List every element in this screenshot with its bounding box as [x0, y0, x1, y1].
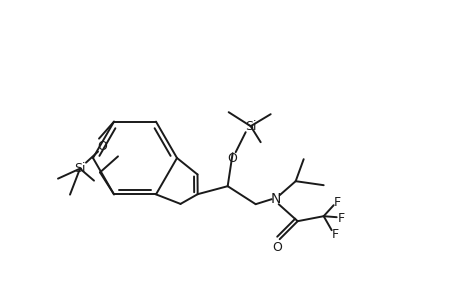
Text: O: O: [272, 241, 282, 254]
Text: F: F: [337, 212, 345, 225]
Text: Si: Si: [244, 120, 256, 133]
Text: O: O: [227, 152, 237, 165]
Text: Si: Si: [74, 162, 85, 175]
Text: N: N: [270, 192, 280, 206]
Text: F: F: [333, 196, 341, 209]
Text: F: F: [331, 228, 338, 241]
Text: O: O: [97, 140, 106, 153]
